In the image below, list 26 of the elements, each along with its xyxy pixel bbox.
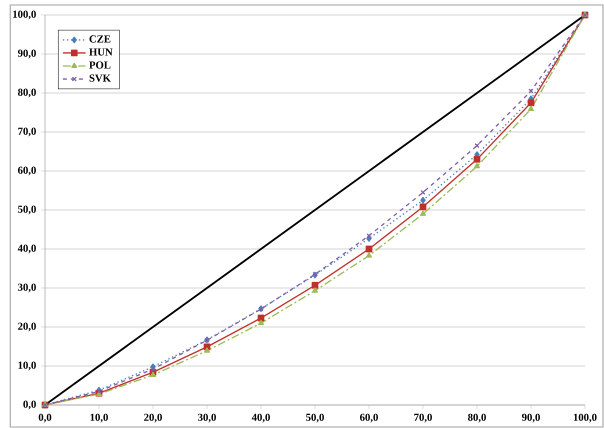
x-tick-label: 20,0 [144,414,162,422]
x-tick-label: 30,0 [198,414,216,422]
y-tick-label: 70,0 [18,128,36,136]
y-tick-label: 20,0 [18,322,36,332]
y-tick-label: 90,0 [18,50,36,58]
legend-label: POL [89,61,110,69]
x-tick-label: 100,0 [574,414,597,422]
y-tick-label: 100,0 [13,10,36,20]
x-tick-label: 60,0 [360,414,378,422]
y-tick-label: 50,0 [18,206,36,214]
x-tick-label: 50,0 [306,414,324,422]
x-tick-label: 40,0 [252,414,270,422]
x-tick-label: 90,0 [522,414,540,422]
y-tick-label: 10,0 [18,362,36,370]
legend-label: CZE [90,35,110,43]
y-tick-label: 80,0 [18,88,36,98]
x-tick-label: 0,0 [38,414,52,422]
y-tick-label: 60,0 [18,166,36,176]
y-tick-label: 40,0 [18,244,36,254]
x-tick-label: 10,0 [90,414,108,422]
y-tick-label: 30,0 [18,284,36,292]
legend-label: SVK [90,74,111,82]
legend-label: HUN [89,48,113,56]
x-tick-label: 70,0 [414,414,432,422]
y-tick-label: 0,0 [23,400,36,410]
x-tick-label: 80,0 [468,414,486,422]
